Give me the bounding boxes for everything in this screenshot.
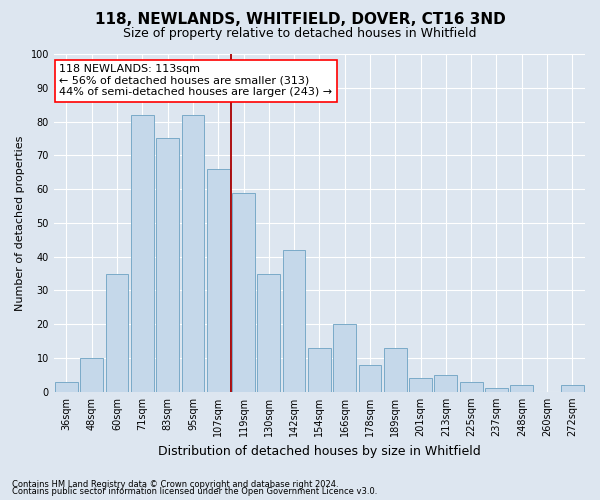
Bar [460, 382, 482, 392]
Bar [283, 250, 305, 392]
Bar [156, 138, 179, 392]
Bar [232, 192, 255, 392]
Bar [55, 382, 78, 392]
Bar [80, 358, 103, 392]
Bar [485, 388, 508, 392]
Bar [131, 115, 154, 392]
Text: 118 NEWLANDS: 113sqm
← 56% of detached houses are smaller (313)
44% of semi-deta: 118 NEWLANDS: 113sqm ← 56% of detached h… [59, 64, 332, 98]
Bar [434, 375, 457, 392]
Bar [359, 365, 382, 392]
Y-axis label: Number of detached properties: Number of detached properties [15, 135, 25, 310]
Text: Contains public sector information licensed under the Open Government Licence v3: Contains public sector information licen… [12, 487, 377, 496]
Bar [511, 385, 533, 392]
Bar [334, 324, 356, 392]
Bar [182, 115, 205, 392]
Text: Size of property relative to detached houses in Whitfield: Size of property relative to detached ho… [123, 28, 477, 40]
Text: Contains HM Land Registry data © Crown copyright and database right 2024.: Contains HM Land Registry data © Crown c… [12, 480, 338, 489]
Bar [409, 378, 432, 392]
Bar [308, 348, 331, 392]
Text: 118, NEWLANDS, WHITFIELD, DOVER, CT16 3ND: 118, NEWLANDS, WHITFIELD, DOVER, CT16 3N… [95, 12, 505, 28]
Bar [561, 385, 584, 392]
X-axis label: Distribution of detached houses by size in Whitfield: Distribution of detached houses by size … [158, 444, 481, 458]
Bar [384, 348, 407, 392]
Bar [106, 274, 128, 392]
Bar [207, 169, 230, 392]
Bar [257, 274, 280, 392]
